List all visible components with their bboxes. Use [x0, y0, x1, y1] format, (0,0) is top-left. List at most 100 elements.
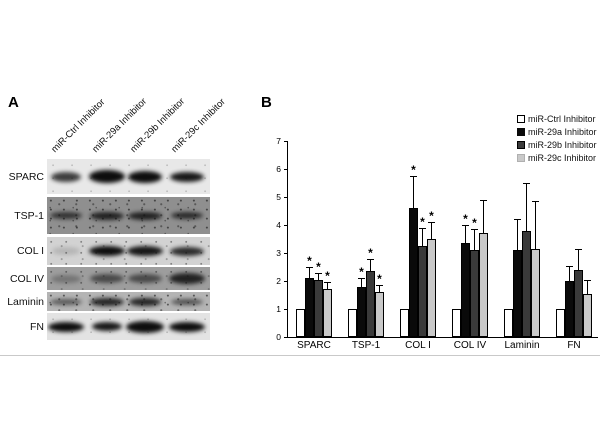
blot-band — [169, 273, 205, 284]
bar-chart-plot-area: 0 1 2 3 4 5 6 7 * * * SPARC * * * TSP-1 * * * COL I * * COL IV… — [276, 136, 598, 351]
panel-b-label: B — [261, 94, 272, 111]
significance-star: * — [472, 216, 477, 231]
y-axis-tick — [284, 252, 288, 254]
significance-star: * — [325, 269, 330, 284]
significance-star: * — [411, 163, 416, 177]
bar — [366, 271, 375, 337]
blot-band — [51, 171, 81, 182]
legend-item: miR-Ctrl Inhibitor — [517, 112, 597, 125]
error-bar — [370, 258, 371, 272]
bar — [305, 278, 314, 337]
error-bar — [361, 278, 362, 287]
y-tick-label: 1 — [276, 304, 281, 314]
error-bar — [422, 227, 423, 246]
blot-row-label: SPARC — [8, 170, 44, 183]
blot-band — [169, 321, 205, 332]
bar — [522, 230, 531, 337]
bar — [427, 239, 436, 337]
bar — [531, 248, 540, 337]
error-bar-cap — [523, 183, 530, 184]
y-axis-tick — [284, 336, 288, 338]
legend-item: miR-29b Inhibitor — [517, 138, 597, 151]
blot-band — [128, 274, 162, 283]
blot-row-label: Laminin — [7, 295, 44, 308]
error-bar-cap — [358, 278, 365, 280]
significance-star: * — [316, 259, 321, 274]
error-bar-cap — [471, 229, 478, 231]
blot-band — [50, 298, 82, 305]
legend-item: miR-29a Inhibitor — [517, 125, 597, 138]
bar — [400, 309, 409, 337]
y-axis-tick — [284, 308, 288, 310]
error-bar-cap — [410, 176, 417, 177]
blot-band — [90, 211, 124, 220]
legend-label: miR-29b Inhibitor — [528, 139, 597, 150]
blot-band — [126, 320, 164, 333]
blot-band — [171, 212, 203, 219]
legend-swatch — [517, 140, 525, 149]
panel-a-label: A — [8, 94, 19, 111]
bar — [565, 281, 574, 337]
blot-strip — [47, 197, 210, 234]
error-bar-cap — [376, 285, 383, 287]
blot-band — [90, 297, 124, 306]
blot-strip — [47, 292, 210, 311]
error-bar — [578, 248, 579, 270]
y-axis-tick — [284, 224, 288, 226]
error-bar — [379, 285, 380, 293]
y-tick-label: 4 — [276, 220, 281, 230]
error-bar-cap — [428, 222, 435, 224]
bar — [348, 309, 357, 337]
bar — [513, 250, 522, 337]
blot-band — [89, 246, 125, 256]
y-tick-label: 6 — [276, 164, 281, 174]
x-category-label: TSP-1 — [351, 340, 381, 351]
bar — [418, 246, 427, 337]
blot-band — [48, 321, 84, 332]
error-bar-cap — [584, 279, 591, 281]
blot-row-label: TSP-1 — [14, 209, 44, 222]
bar — [504, 309, 513, 337]
x-category-label: Laminin — [504, 340, 540, 351]
blot-band — [92, 322, 122, 331]
legend-item: miR-29c Inhibitor — [517, 151, 597, 164]
y-axis-tick — [284, 168, 288, 170]
legend-swatch — [517, 127, 525, 136]
bar — [314, 279, 323, 337]
blot-strip — [47, 267, 210, 290]
significance-star: * — [377, 272, 382, 287]
error-bar-cap — [306, 267, 313, 268]
legend-label: miR-29a Inhibitor — [528, 126, 597, 137]
bar — [470, 250, 479, 337]
bar — [323, 289, 332, 337]
figure-bottom-divider — [0, 355, 600, 356]
error-bar-cap — [367, 258, 374, 260]
error-bar-cap — [575, 248, 582, 250]
error-bar-cap — [532, 201, 539, 203]
significance-star: * — [420, 214, 425, 229]
bar — [461, 243, 470, 337]
error-bar-cap — [514, 219, 521, 221]
error-bar — [569, 265, 570, 281]
legend-label: miR-Ctrl Inhibitor — [528, 113, 596, 124]
y-tick-label: 0 — [276, 332, 281, 342]
y-axis-tick — [284, 140, 288, 142]
blot-row-label: FN — [30, 320, 44, 333]
error-bar — [483, 199, 484, 234]
blot-band — [128, 211, 162, 220]
error-bar — [587, 279, 588, 294]
error-bar — [318, 272, 319, 280]
error-bar — [535, 201, 536, 249]
error-bar — [517, 219, 518, 251]
bar — [357, 286, 366, 337]
y-tick-label: 7 — [276, 136, 281, 146]
x-category-label: SPARC — [297, 340, 331, 351]
bar — [296, 309, 305, 337]
y-tick-label: 5 — [276, 192, 281, 202]
blot-band — [128, 170, 162, 183]
error-bar-cap — [462, 225, 469, 226]
y-axis-tick — [284, 280, 288, 282]
legend-swatch — [517, 153, 525, 162]
x-category-label: COL I — [405, 340, 431, 351]
